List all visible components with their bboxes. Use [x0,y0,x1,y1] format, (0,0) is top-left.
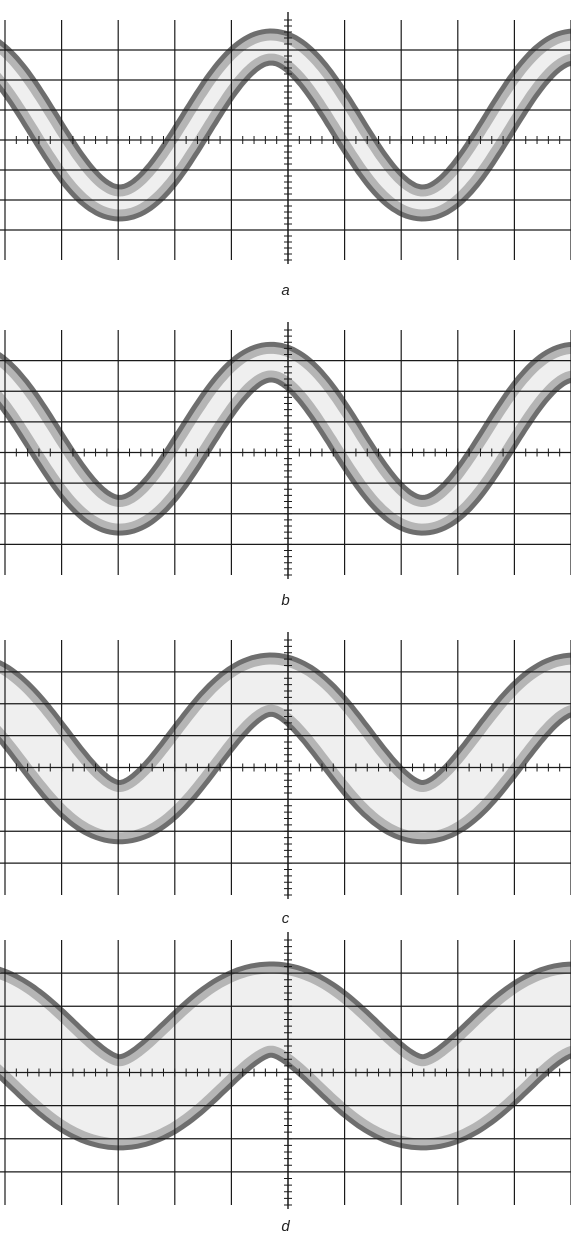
panel-label-c: c [281,910,290,927]
scope-panel-b: b [0,310,571,610]
panel-label-b: b [281,592,290,609]
scope-screen-b [0,322,571,579]
scope-panel-d: d [0,920,571,1240]
panel-label-a: a [281,282,290,299]
scope-panel-a: a [0,0,571,300]
scope-screen-c [0,632,571,899]
scope-panel-c: c [0,620,571,927]
scope-screen-d [0,932,571,1209]
scope-screen-a [0,12,571,264]
panel-label-d: d [281,1218,290,1235]
